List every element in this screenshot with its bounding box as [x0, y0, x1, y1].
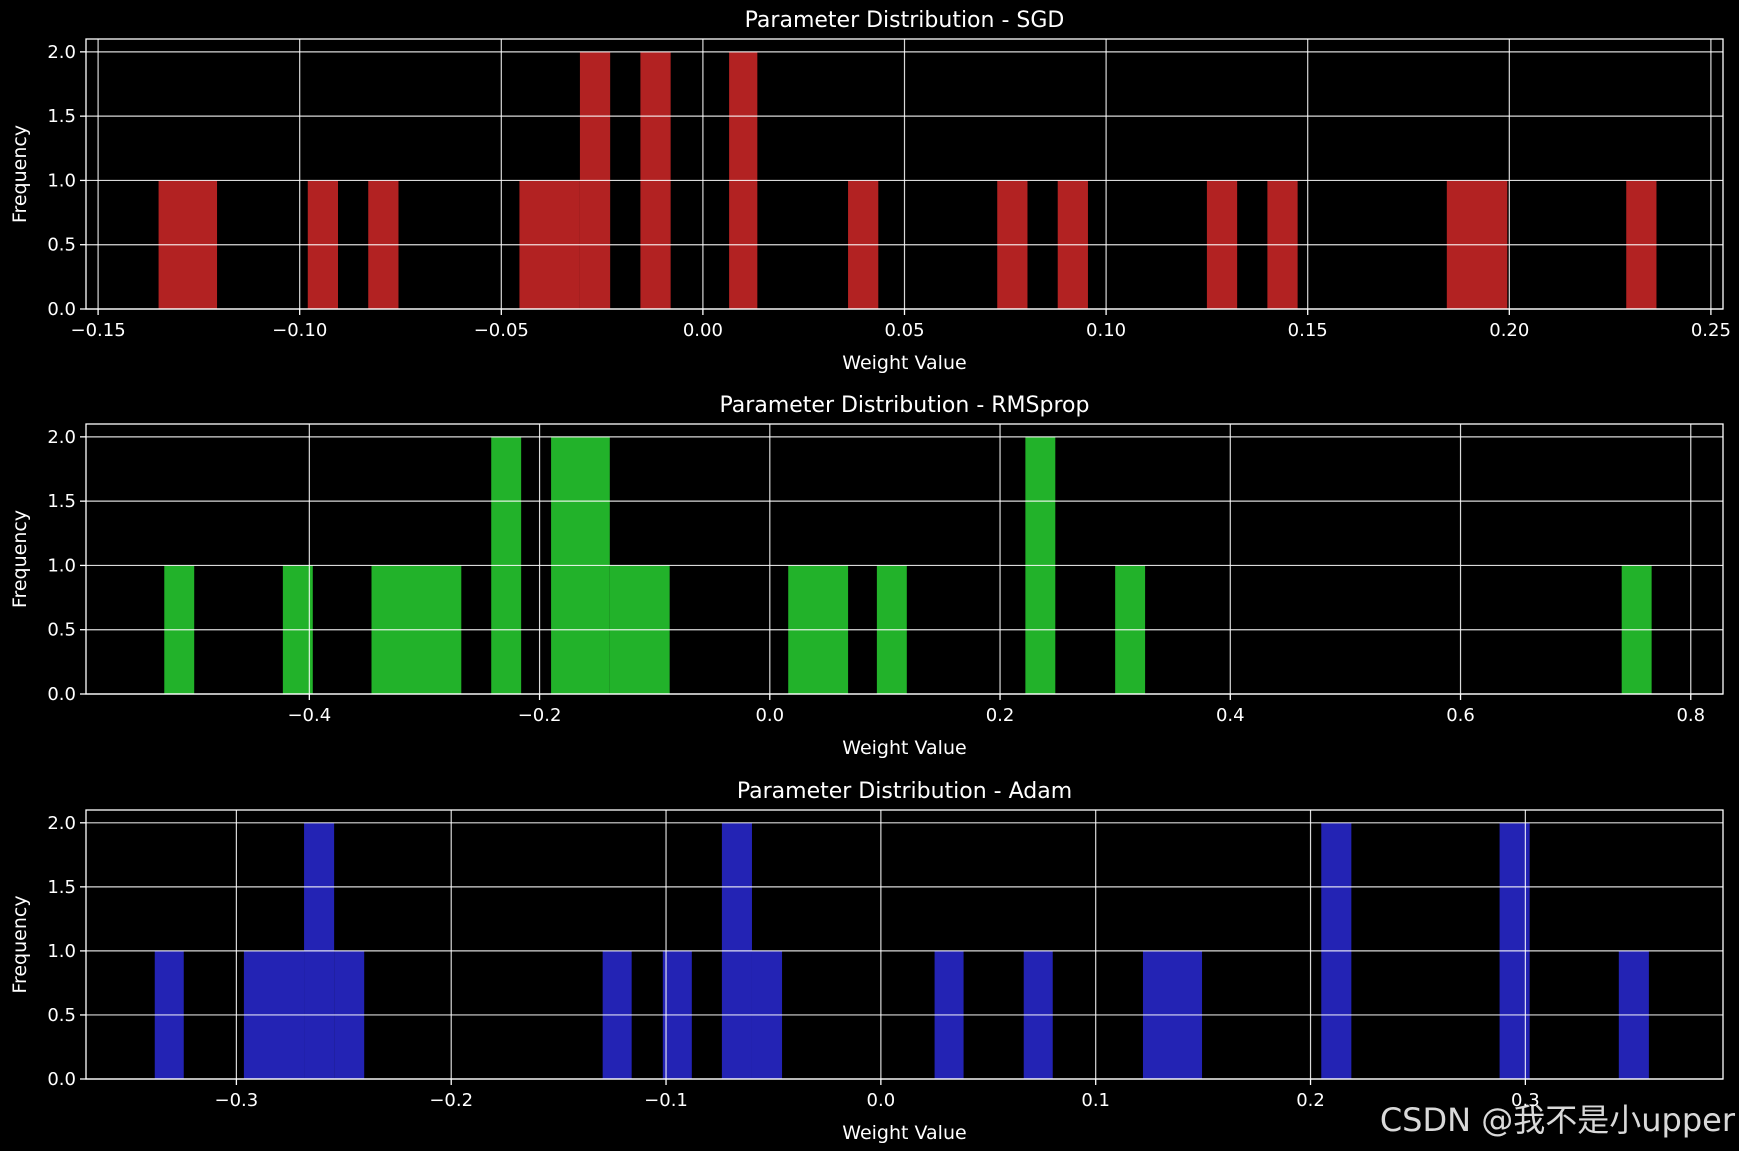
x-tick-label: 0.20 — [1489, 320, 1529, 341]
y-tick-label: 0.5 — [47, 1005, 76, 1026]
axes-frame — [85, 423, 1724, 695]
y-tick-label: 1.5 — [47, 106, 76, 127]
y-tick-label: 0.0 — [47, 299, 76, 320]
x-tick-label: −0.4 — [287, 705, 331, 726]
y-axis-label: Frequency — [9, 510, 31, 608]
x-tick-label: 0.6 — [1446, 705, 1475, 726]
x-tick-label: 0.10 — [1086, 320, 1126, 341]
x-tick-label: 0.2 — [986, 705, 1015, 726]
y-axis-label: Frequency — [9, 895, 31, 993]
x-axis-label: Weight Value — [842, 352, 966, 374]
y-tick-label: 1.0 — [47, 941, 76, 962]
x-tick-label: 0.4 — [1216, 705, 1245, 726]
y-tick-label: 0.5 — [47, 235, 76, 256]
chart-sgd: −0.15 −0.10 −0.05 0.00 0.05 0.10 0.15 0.20 0.25 0… — [9, 8, 1731, 374]
x-tick-label: 0.25 — [1691, 320, 1731, 341]
axes-frame — [85, 809, 1724, 1080]
y-tick-label: 0.0 — [47, 684, 76, 705]
x-tick-label: −0.2 — [518, 705, 562, 726]
x-tick-label: −0.05 — [474, 320, 529, 341]
watermark: CSDN @我不是小upper — [1379, 1101, 1735, 1139]
y-axis-label: Frequency — [9, 125, 31, 223]
x-tick-label: 0.15 — [1288, 320, 1328, 341]
x-tick-label: −0.10 — [272, 320, 327, 341]
x-tick-label: −0.2 — [429, 1090, 473, 1111]
x-tick-label: 0.00 — [683, 320, 723, 341]
y-tick-label: 2.0 — [47, 42, 76, 63]
x-axis-label: Weight Value — [842, 1122, 966, 1144]
x-tick-label: 0.3 — [1511, 1090, 1540, 1111]
chart-adam: −0.3 −0.2 −0.1 0.0 0.1 0.2 0.3 0.0 0.5 1.0 1.5 2.0 P… — [9, 779, 1724, 1144]
x-tick-label: −0.3 — [215, 1090, 259, 1111]
x-tick-label: 0.05 — [884, 320, 924, 341]
x-tick-label: −0.15 — [71, 320, 126, 341]
chart-title: Parameter Distribution - Adam — [737, 779, 1072, 804]
y-tick-label: 2.0 — [47, 813, 76, 834]
y-tick-label: 1.5 — [47, 877, 76, 898]
x-tick-label: 0.1 — [1081, 1090, 1110, 1111]
y-tick-label: 1.5 — [47, 491, 76, 512]
y-tick-label: 2.0 — [47, 427, 76, 448]
x-tick-label: 0.8 — [1676, 705, 1705, 726]
y-tick-label: 0.5 — [47, 620, 76, 641]
x-tick-label: 0.2 — [1296, 1090, 1325, 1111]
x-tick-label: 0.0 — [867, 1090, 896, 1111]
y-tick-label: 1.0 — [47, 555, 76, 576]
chart-title: Parameter Distribution - SGD — [745, 8, 1065, 33]
x-axis-label: Weight Value — [842, 737, 966, 759]
chart-rmsprop: −0.4 −0.2 0.0 0.2 0.4 0.6 0.8 0.0 0.5 1.0 1.5 2.0 Pa… — [9, 393, 1724, 759]
y-tick-label: 0.0 — [47, 1069, 76, 1090]
y-tick-label: 1.0 — [47, 170, 76, 191]
x-tick-label: 0.0 — [755, 705, 784, 726]
x-tick-label: −0.1 — [644, 1090, 688, 1111]
chart-title: Parameter Distribution - RMSprop — [720, 393, 1090, 418]
